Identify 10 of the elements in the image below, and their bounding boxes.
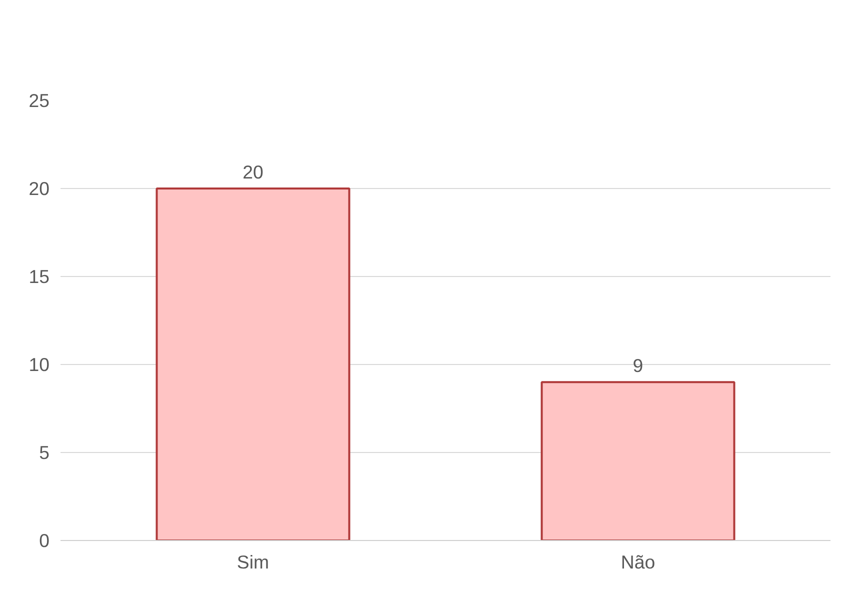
- y-tick-label: 10: [28, 354, 50, 375]
- y-tick-label: 0: [39, 530, 50, 551]
- y-tick-label: 15: [28, 266, 50, 287]
- y-tick-label: 5: [39, 442, 50, 463]
- y-tick-label: 20: [28, 178, 50, 199]
- x-tick-label: Sim: [236, 552, 270, 572]
- x-tick-label: Não: [620, 552, 656, 572]
- data-label: 9: [632, 355, 644, 376]
- y-tick-label: 25: [28, 90, 50, 111]
- data-label: 20: [242, 162, 264, 182]
